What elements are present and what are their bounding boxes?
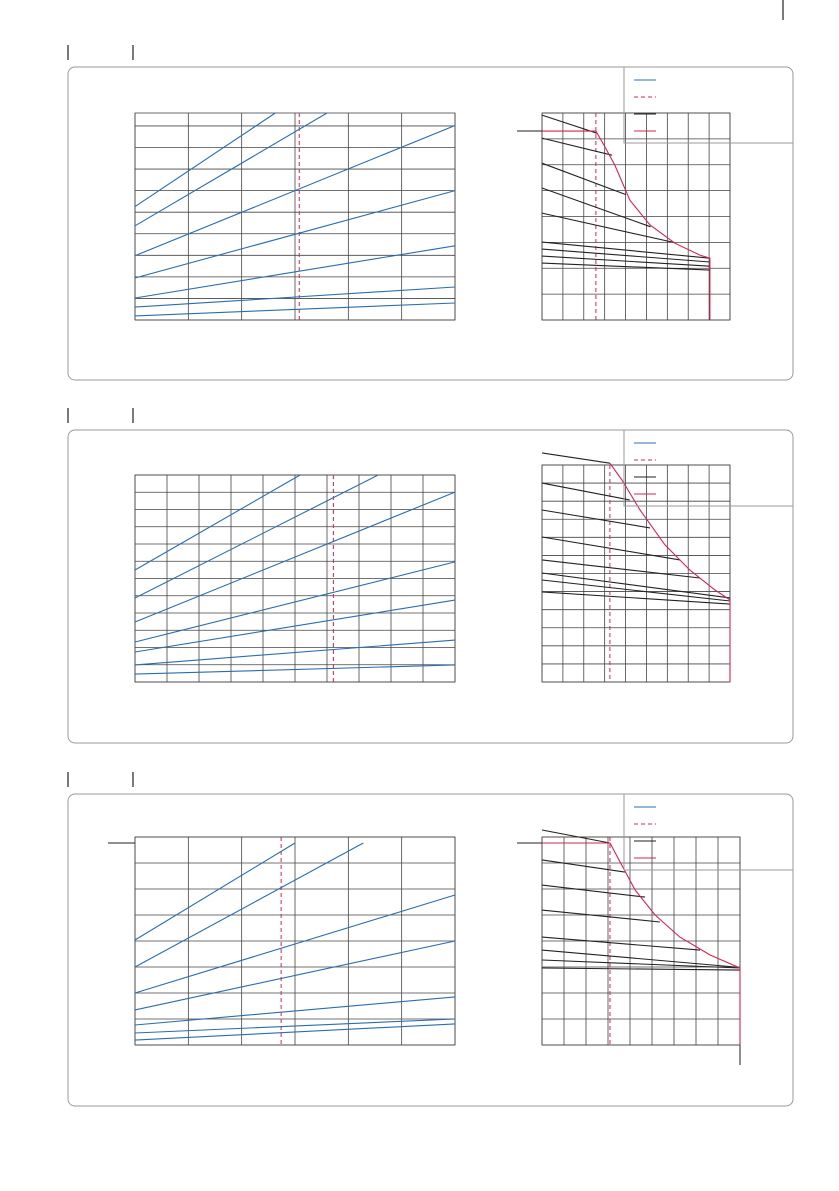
series-line	[541, 559, 700, 579]
series-line	[541, 248, 710, 263]
series-line	[134, 124, 456, 257]
series-line	[541, 579, 731, 602]
series-line	[542, 130, 711, 320]
chart	[134, 836, 456, 1046]
series-line	[134, 599, 456, 653]
series-line	[541, 967, 741, 971]
series-line	[541, 114, 598, 134]
chart	[134, 474, 456, 683]
chart	[541, 829, 741, 1046]
legend-frame	[623, 430, 793, 507]
series-line	[541, 884, 646, 898]
legend	[623, 794, 793, 871]
series-line	[541, 859, 625, 873]
series-line	[134, 664, 456, 675]
series-line	[134, 112, 328, 227]
series-line	[134, 842, 296, 941]
series-line	[541, 262, 710, 271]
legends	[623, 67, 793, 871]
series-line	[541, 909, 660, 923]
series-line	[134, 112, 276, 208]
series-line	[134, 245, 456, 299]
series-line	[134, 190, 456, 279]
series-line	[134, 491, 456, 623]
plots	[134, 112, 741, 1046]
leaders	[108, 130, 741, 1065]
chart	[134, 112, 456, 321]
series-line	[541, 572, 731, 599]
legend-frame	[623, 794, 793, 871]
series-line	[541, 936, 701, 951]
series-line	[134, 561, 456, 643]
series-line	[541, 452, 610, 464]
series-line	[134, 639, 456, 666]
series-line	[134, 302, 456, 317]
legend-frame	[623, 67, 793, 144]
legend	[623, 430, 793, 507]
series-line	[134, 842, 364, 968]
series-line	[541, 162, 626, 196]
series-line	[134, 894, 456, 994]
series-line	[541, 959, 741, 969]
series-line	[609, 462, 731, 682]
series-line	[541, 829, 611, 844]
series-line	[134, 474, 379, 599]
series-line	[541, 482, 630, 501]
series-line	[541, 255, 710, 267]
series-line	[541, 591, 731, 605]
series-line	[541, 187, 651, 228]
chart	[541, 452, 731, 683]
series-line	[541, 212, 674, 243]
chart	[541, 112, 731, 321]
series-line	[541, 536, 680, 561]
legend	[623, 67, 793, 144]
series-line	[541, 137, 613, 156]
series-line	[134, 1023, 456, 1041]
series-line	[541, 949, 735, 968]
series-line	[134, 286, 456, 308]
series-line	[542, 842, 741, 1045]
series-line	[541, 241, 710, 259]
series-line	[134, 996, 456, 1026]
series-line	[134, 940, 456, 1011]
series-line	[134, 1018, 456, 1034]
series-line	[541, 509, 651, 529]
series-line	[134, 474, 301, 571]
